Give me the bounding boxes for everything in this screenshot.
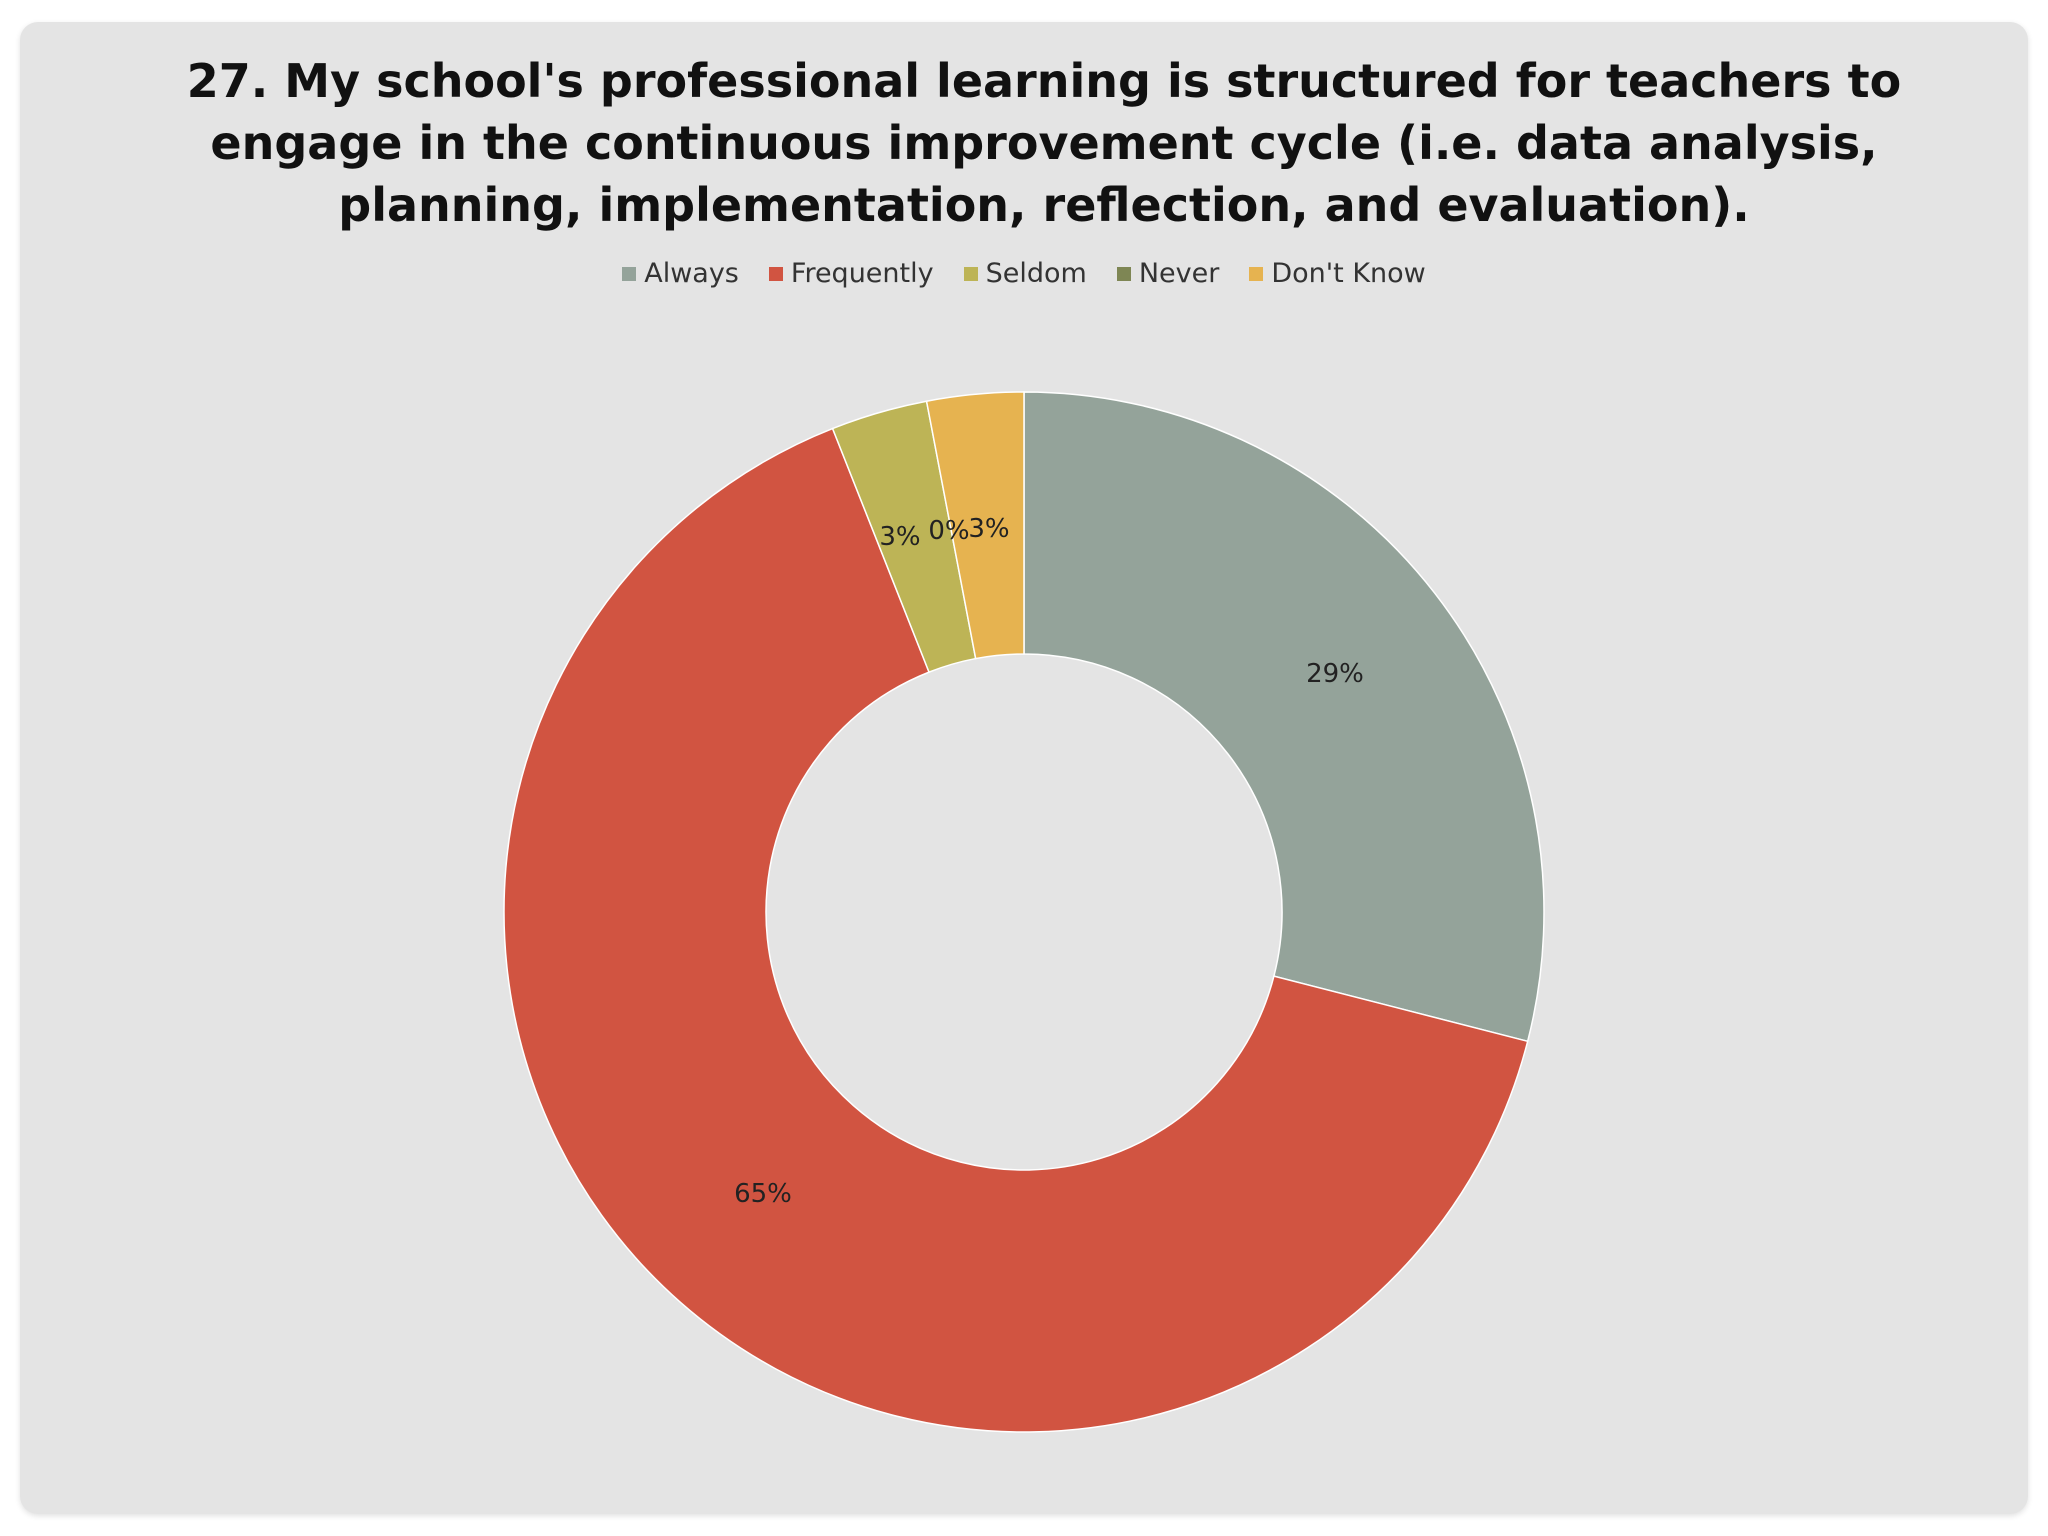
- slice-label-never: 0%: [928, 516, 969, 546]
- legend-item-never: Never: [1116, 258, 1220, 289]
- legend-item-always: Always: [622, 258, 739, 289]
- chart-legend: Always Frequently Seldom Never Don't Kno…: [20, 258, 2028, 289]
- slice-label-frequently: 65%: [734, 1179, 792, 1209]
- legend-swatch-dont-know: [1249, 266, 1264, 281]
- legend-item-frequently: Frequently: [768, 258, 934, 289]
- donut-labels: 29% 65% 3% 0% 3%: [734, 514, 1364, 1209]
- donut-slices: [503, 391, 1545, 1433]
- legend-item-seldom: Seldom: [963, 258, 1087, 289]
- legend-swatch-never: [1116, 266, 1131, 281]
- slide-background: 27. My school's professional learning is…: [20, 22, 2028, 1514]
- donut-chart: 29% 65% 3% 0% 3%: [503, 391, 1545, 1433]
- slice-label-dont-know: 3%: [968, 514, 1009, 544]
- legend-label-always: Always: [644, 258, 739, 289]
- slice-label-always: 29%: [1306, 659, 1364, 689]
- slice-dont-know: [925, 391, 1025, 660]
- legend-swatch-frequently: [768, 266, 783, 281]
- legend-label-frequently: Frequently: [790, 258, 934, 289]
- legend-label-seldom: Seldom: [985, 258, 1087, 289]
- chart-title: 27. My school's professional learning is…: [186, 54, 1902, 232]
- slice-always: [1023, 391, 1545, 1043]
- legend-swatch-always: [622, 266, 637, 281]
- legend-swatch-seldom: [963, 266, 978, 281]
- legend-label-dont-know: Don't Know: [1271, 258, 1426, 289]
- slice-frequently: [503, 427, 1529, 1433]
- legend-label-never: Never: [1138, 258, 1220, 289]
- legend-item-dont-know: Don't Know: [1249, 258, 1426, 289]
- slice-label-seldom: 3%: [879, 522, 920, 552]
